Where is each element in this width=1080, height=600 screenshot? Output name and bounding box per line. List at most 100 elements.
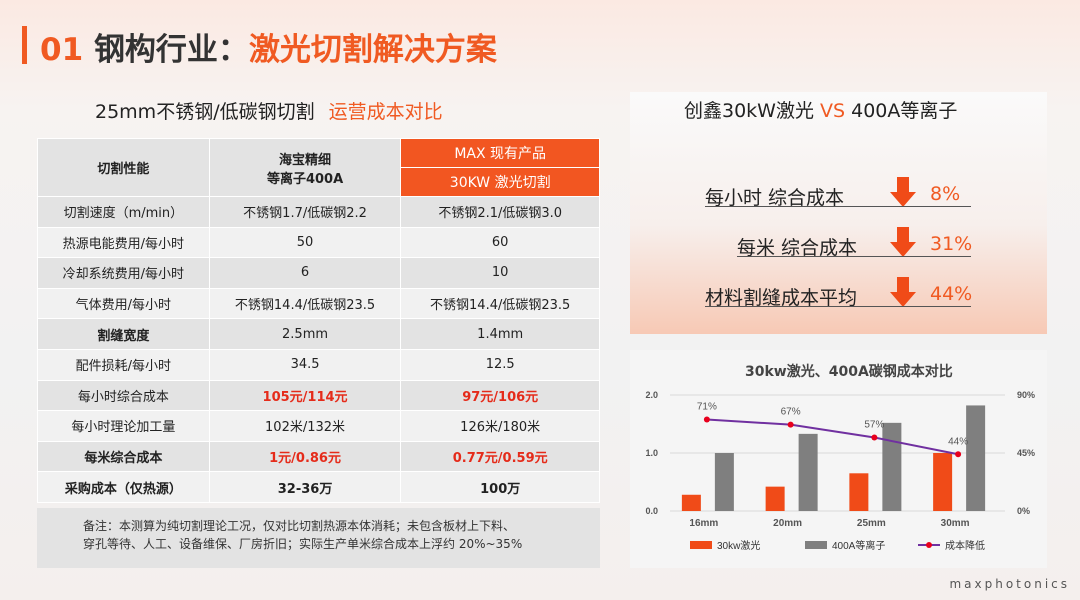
metric-label-per-meter: 每米 综合成本: [737, 237, 858, 259]
left-subtitle-highlight: 运营成本对比: [328, 101, 443, 123]
down-arrow-icon: [890, 227, 916, 257]
max-cell: 不锈钢2.1/低碳钢3.0: [400, 196, 600, 228]
row-label: 冷却系统费用/每小时: [37, 257, 210, 289]
savings-title-vs: VS: [820, 100, 846, 122]
plasma-cell: 不锈钢14.4/低碳钢23.5: [208, 287, 402, 320]
table-row: 冷却系统费用/每小时 6 10: [37, 257, 600, 289]
legend-label: 400A等离子: [832, 539, 885, 552]
metric-value-kerf: 44%: [930, 283, 973, 305]
category-label: 16mm: [689, 518, 718, 529]
line-cost-reduction: [706, 418, 959, 456]
row-label: 配件损耗/每小时: [37, 348, 210, 381]
max-cell: 不锈钢14.4/低碳钢23.5: [400, 287, 600, 320]
header-perf: 切割性能: [37, 138, 210, 197]
cost-chart: 0.0 1.0 2.0 0% 45% 90% 16mm 20mm 25mm 30mm 71% 67% 5…: [645, 390, 1035, 552]
metric-value-per-meter: 31%: [930, 233, 973, 255]
bar-laser: [849, 473, 869, 511]
data-label: 67%: [781, 407, 801, 418]
row-label: 采购成本（仅热源）: [37, 471, 210, 503]
plasma-cell: 2.5mm: [208, 318, 402, 350]
bar-laser: [765, 486, 785, 511]
row-label: 气体费用/每小时: [37, 287, 210, 320]
legend-label: 成本降低: [945, 539, 985, 552]
bar-laser: [681, 494, 701, 511]
down-arrow-icon: [890, 277, 916, 307]
table-row: 割缝宽度 2.5mm 1.4mm: [37, 318, 600, 350]
plasma-cell: 50: [208, 226, 402, 259]
legend-swatch-plasma: [805, 541, 827, 549]
max-cell: 60: [400, 226, 600, 259]
plasma-cell: 不锈钢1.7/低碳钢2.2: [208, 196, 402, 228]
plasma-cell: 1元/0.86元: [208, 440, 402, 473]
line-point: [955, 451, 962, 458]
category-label: 30mm: [941, 518, 970, 529]
title-accent-bar: [22, 26, 27, 64]
table-row: 每小时综合成本 105元/114元 97元/106元: [37, 379, 600, 412]
metric-label-hourly: 每小时 综合成本: [705, 187, 845, 209]
data-label: 71%: [697, 401, 717, 412]
header-max-1: MAX 现有产品: [400, 138, 600, 168]
bar-plasma: [882, 422, 902, 511]
bar-laser: [933, 453, 953, 511]
category-label: 20mm: [773, 518, 802, 529]
savings-title-b: 400A等离子: [845, 100, 958, 122]
underline: [705, 206, 971, 207]
data-label: 44%: [948, 436, 968, 447]
right-axis-tick: 45%: [1017, 448, 1035, 458]
header-plasma: 海宝精细 等离子400A: [208, 138, 402, 197]
table-row: 切割速度（m/min） 不锈钢1.7/低碳钢2.2 不锈钢2.1/低碳钢3.0: [37, 196, 600, 228]
underline: [737, 256, 971, 257]
comparison-table: 切割性能 海宝精细 等离子400A MAX 现有产品 30KW 激光切割 切割速…: [37, 138, 600, 503]
category-label: 25mm: [857, 518, 886, 529]
down-arrow-icon: [890, 177, 916, 207]
page-title: 01 钢构行业：激光切割解决方案: [40, 24, 497, 69]
table-row: 气体费用/每小时 不锈钢14.4/低碳钢23.5 不锈钢14.4/低碳钢23.5: [37, 287, 600, 320]
left-subtitle-text: 25mm不锈钢/低碳钢切割: [95, 101, 315, 123]
left-axis-tick: 1.0: [645, 448, 658, 458]
right-axis-tick: 90%: [1017, 390, 1035, 400]
table-row: 采购成本（仅热源） 32-36万 100万: [37, 471, 600, 503]
row-label: 热源电能费用/每小时: [37, 226, 210, 259]
plasma-cell: 32-36万: [208, 471, 402, 503]
left-axis-tick: 0.0: [645, 506, 658, 516]
metric-value-hourly: 8%: [930, 183, 961, 205]
title-highlight: 激光切割解决方案: [248, 32, 497, 68]
table-row: 热源电能费用/每小时 50 60: [37, 226, 600, 259]
table-row: 每小时理论加工量 102米/132米 126米/180米: [37, 410, 600, 442]
max-cell: 0.77元/0.59元: [400, 440, 600, 473]
chart-title: 30kw激光、400A碳钢成本对比: [745, 364, 953, 380]
data-label: 57%: [864, 420, 884, 431]
title-main: 钢构行业：: [93, 32, 249, 68]
savings-title: 创鑫30kW激光 VS 400A等离子: [684, 96, 957, 123]
row-label: 每小时综合成本: [37, 379, 210, 412]
section-number: 01: [40, 32, 84, 68]
table-header-row: 切割性能 海宝精细 等离子400A MAX 现有产品: [37, 138, 600, 197]
bar-plasma: [714, 453, 734, 511]
plasma-cell: 102米/132米: [208, 410, 402, 442]
max-cell: 97元/106元: [400, 379, 600, 412]
metric-label-kerf: 材料割缝成本平均: [705, 287, 858, 309]
row-label: 每小时理论加工量: [37, 410, 210, 442]
max-cell: 1.4mm: [400, 318, 600, 350]
row-label: 切割速度（m/min）: [37, 196, 210, 228]
footnote-line-2: 穿孔等待、人工、设备维保、厂房折旧；实际生产单米综合成本上浮约 20%~35%: [83, 537, 523, 551]
legend-label: 30kw激光: [717, 539, 760, 552]
table-row: 每米综合成本 1元/0.86元 0.77元/0.59元: [37, 440, 600, 473]
left-axis-tick: 2.0: [645, 390, 658, 400]
table-row: 配件损耗/每小时 34.5 12.5: [37, 348, 600, 381]
table-header-row-2: 30KW 激光切割: [38, 167, 600, 197]
underline: [705, 306, 971, 307]
savings-title-a: 创鑫30kW激光: [684, 100, 821, 122]
brand-wordmark: maxphotonics: [949, 577, 1070, 591]
legend-swatch-marker: [926, 542, 932, 548]
max-cell: 10: [400, 257, 600, 289]
line-point: [703, 416, 710, 423]
legend-swatch-laser: [690, 541, 712, 549]
max-cell: 100万: [400, 471, 600, 503]
line-point: [787, 421, 794, 428]
row-label: 每米综合成本: [37, 440, 210, 473]
header-plasma-line1: 海宝精细: [279, 152, 332, 168]
plasma-cell: 34.5: [208, 348, 402, 381]
left-subtitle: 25mm不锈钢/低碳钢切割 运营成本对比: [95, 97, 443, 124]
footnote: 备注：本测算为纯切割理论工况，仅对比切割热源本体消耗；未包含板材上下料、 穿孔等…: [37, 508, 600, 568]
